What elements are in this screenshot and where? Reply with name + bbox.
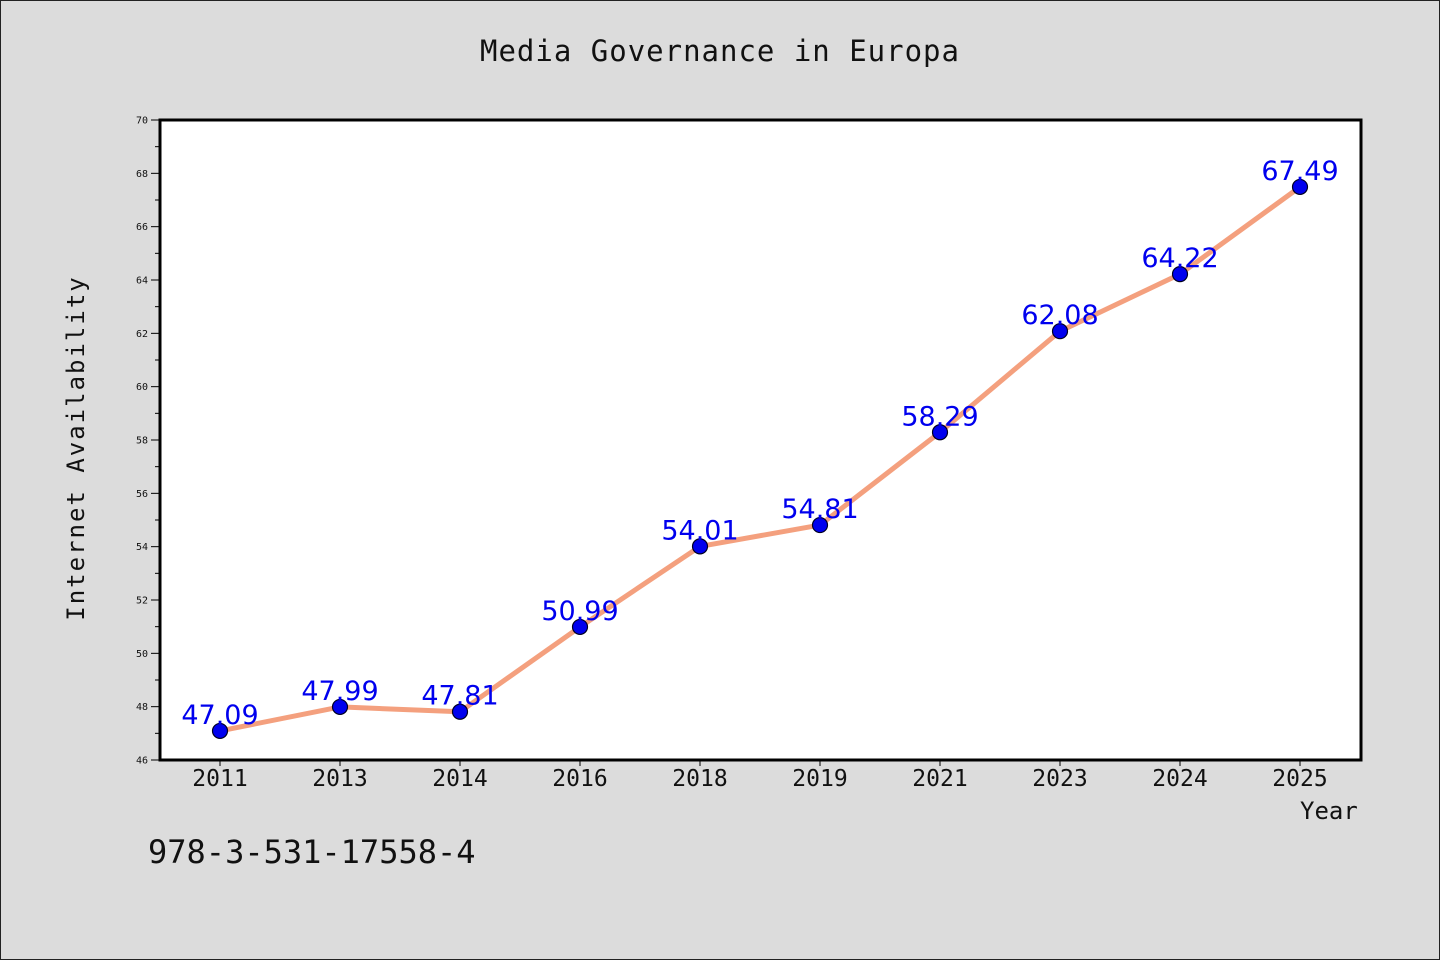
series-line [217,184,1303,734]
x-tick-label: 2018 [672,766,727,792]
data-label: 47.81 [421,681,498,712]
y-tick-label: 54 [136,542,148,553]
y-tick-label: 50 [136,649,148,660]
y-tick-label: 58 [136,436,148,447]
y-tick-label: 52 [136,596,148,607]
data-label: 54.81 [781,494,858,525]
data-label: 64.22 [1141,243,1218,274]
data-point [211,722,229,740]
x-tick-label: 2024 [1152,766,1207,792]
x-tick-label: 2013 [312,766,367,792]
x-tick-label: 2021 [912,766,967,792]
data-label: 62.08 [1021,300,1098,331]
data-label: 50.99 [541,596,618,627]
data-label: 47.09 [181,700,258,731]
x-tick-label: 2023 [1032,766,1087,792]
x-axis-label: Year [1300,797,1358,825]
y-tick-label: 62 [136,329,148,340]
chart-title: Media Governance in Europa [480,34,960,68]
x-tick-label: 2011 [192,766,247,792]
data-point [571,618,589,636]
y-tick-label: 48 [136,702,148,713]
x-tick-label: 2016 [552,766,607,792]
isbn-text: 978-3-531-17558-4 [148,833,476,871]
data-point [1051,323,1069,340]
x-tick-label: 2014 [432,766,487,792]
data-point [331,698,349,716]
data-point [1171,266,1189,283]
y-tick-label: 68 [136,169,148,180]
y-tick-label: 66 [136,222,148,233]
x-tick-label: 2025 [1272,766,1327,792]
y-tick-label: 56 [136,489,148,500]
data-label: 54.01 [661,515,738,546]
y-tick-label: 70 [136,116,148,127]
plot-area [158,118,1363,762]
x-tick-label: 2019 [792,766,847,792]
data-point [691,538,709,555]
data-label: 58.29 [901,401,978,432]
data-point [931,424,949,441]
data-label: 67.49 [1261,156,1338,187]
y-tick-label: 60 [136,382,148,393]
y-tick-label: 64 [136,276,148,287]
data-point [451,703,469,720]
data-label: 47.99 [301,676,378,707]
y-tick-label: 46 [136,756,148,767]
data-point [811,516,829,534]
data-point [1291,178,1309,196]
